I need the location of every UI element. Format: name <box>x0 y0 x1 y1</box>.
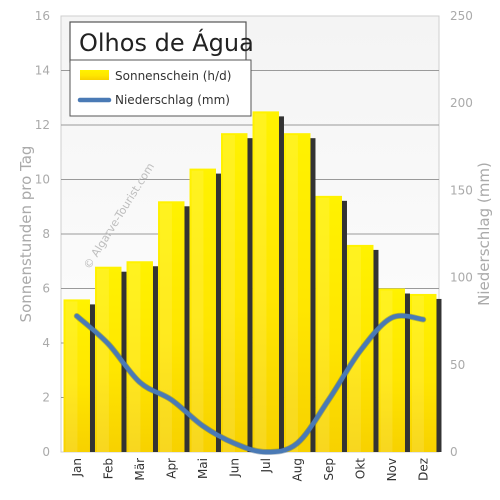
right-tick-label: 200 <box>450 96 473 110</box>
month-label-Apr: Apr <box>164 458 178 479</box>
month-label-Dez: Dez <box>416 458 430 481</box>
left-axis-title: Sonnenstunden pro Tag <box>17 146 35 323</box>
legend: Sonnenschein (h/d) Niederschlag (mm) <box>69 59 252 117</box>
precipitation-line-path <box>74 313 426 455</box>
right-tick-label: 100 <box>450 271 473 285</box>
right-axis-ticks: 0 50 100 150 200 250 <box>450 9 473 459</box>
bar-highlight <box>223 135 235 453</box>
legend-label-precipitation: Niederschlag (mm) <box>115 93 230 107</box>
month-label-Jan: Jan <box>70 458 84 478</box>
bar-highlight <box>317 197 330 452</box>
month-label-Sep: Sep <box>322 458 336 481</box>
chart-title: Olhos de Água <box>69 21 254 63</box>
left-tick-label: 16 <box>35 9 50 23</box>
left-tick-label: 0 <box>42 445 50 459</box>
month-label-Feb: Feb <box>101 458 115 479</box>
bar-highlight <box>97 268 109 452</box>
left-tick-label: 4 <box>42 336 50 350</box>
bar-Aug <box>284 133 311 453</box>
legend-bar-swatch <box>80 70 109 80</box>
right-axis-title: Niederschlag (mm) <box>475 162 493 306</box>
legend-box <box>69 59 252 117</box>
precipitation-line <box>73 312 427 455</box>
bar-Jul <box>252 111 279 452</box>
bar-highlight <box>128 263 141 452</box>
bar-highlight <box>380 290 393 452</box>
title-box <box>69 21 247 63</box>
left-tick-label: 12 <box>35 118 50 132</box>
bar-highlight <box>191 170 204 452</box>
month-label-Nov: Nov <box>385 458 399 481</box>
bar-highlight <box>160 203 172 452</box>
sunshine-bars <box>63 111 442 453</box>
left-axis-ticks: 0 2 4 6 8 10 12 14 16 <box>35 9 50 459</box>
month-label-Aug: Aug <box>290 458 304 481</box>
right-tick-label: 0 <box>450 445 458 459</box>
left-tick-label: 8 <box>42 227 50 241</box>
left-tick-label: 14 <box>35 64 50 78</box>
month-label-Mai: Mai <box>196 458 210 479</box>
legend-label-sunshine: Sonnenschein (h/d) <box>115 69 231 83</box>
bar-Mai <box>189 168 216 452</box>
bar-highlight <box>65 301 78 452</box>
month-labels: Jan Feb Mär Apr Mai Jun Jul Aug Sep Okt Nov Dez <box>70 458 431 482</box>
right-tick-label: 250 <box>450 9 473 23</box>
month-label-Jul: Jul <box>259 458 273 473</box>
bar-highlight <box>254 113 267 452</box>
bar-highlight <box>412 295 424 452</box>
bar-Mär <box>126 261 153 452</box>
bar-highlight <box>286 135 298 453</box>
bar-highlight <box>349 246 361 452</box>
left-tick-label: 2 <box>42 391 50 405</box>
right-tick-label: 150 <box>450 183 473 197</box>
bar-Jun <box>221 133 248 453</box>
month-label-Okt: Okt <box>353 458 367 479</box>
chart-title-text: Olhos de Água <box>79 28 254 57</box>
bar-Apr <box>158 201 185 452</box>
bar-Feb <box>95 266 122 452</box>
left-tick-label: 10 <box>35 173 50 187</box>
left-tick-label: 6 <box>42 282 50 296</box>
right-tick-label: 50 <box>450 358 465 372</box>
month-label-Jun: Jun <box>227 458 241 478</box>
month-label-Mär: Mär <box>133 458 147 481</box>
